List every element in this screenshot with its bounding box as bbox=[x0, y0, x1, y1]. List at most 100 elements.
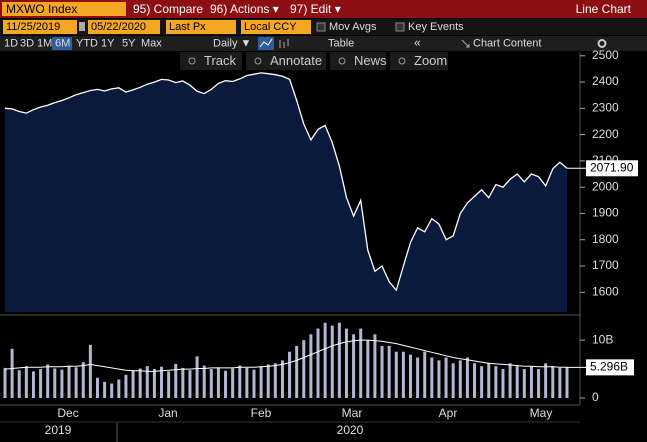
volume-bar bbox=[224, 370, 228, 398]
currency: Local CCY bbox=[244, 21, 297, 33]
volume-bar bbox=[508, 363, 512, 398]
volume-bar bbox=[88, 344, 92, 398]
month-label: Jan bbox=[158, 406, 177, 420]
volume-bar bbox=[181, 367, 185, 398]
volume-bar bbox=[352, 334, 356, 398]
frequency[interactable]: Daily ▼ bbox=[213, 37, 251, 49]
volume-bar bbox=[160, 366, 164, 398]
start-date: 11/25/2019 bbox=[6, 21, 60, 33]
tool-icon bbox=[398, 57, 406, 65]
tools: Track Annotate News Zoom bbox=[180, 52, 448, 70]
line-glyph bbox=[259, 38, 273, 48]
volume-bar bbox=[252, 369, 256, 398]
volume-bar bbox=[280, 360, 284, 398]
volume-bar bbox=[24, 366, 28, 398]
collapse-button[interactable]: « bbox=[414, 36, 421, 50]
range-buttons: 1D 3D 1M 6M YTD 1Y 5Y Max bbox=[4, 37, 162, 50]
month-label: Dec bbox=[57, 406, 78, 420]
bar-glyph[interactable] bbox=[279, 39, 289, 48]
volume-bar bbox=[408, 354, 412, 398]
range-button[interactable]: YTD bbox=[76, 37, 98, 49]
table-button[interactable]: Table bbox=[328, 37, 354, 49]
volume-bar bbox=[295, 345, 299, 398]
volume-bar bbox=[259, 366, 263, 398]
price-area bbox=[5, 72, 567, 313]
start-box[interactable] bbox=[3, 20, 77, 34]
volume-bar bbox=[430, 357, 434, 398]
range-button[interactable]: 3D bbox=[20, 37, 34, 49]
menu-actions[interactable]: 96) Actions ▾ bbox=[210, 2, 279, 16]
volume-bar bbox=[330, 325, 334, 398]
y-tick-label: 2500 bbox=[592, 48, 619, 62]
volume-bar bbox=[174, 363, 178, 398]
y-tick-label: 1900 bbox=[592, 206, 619, 220]
volume-bar bbox=[39, 369, 43, 398]
y-tick-label: 1700 bbox=[592, 258, 619, 272]
tool-button[interactable] bbox=[180, 52, 242, 70]
field-box[interactable] bbox=[166, 20, 236, 34]
tool-button[interactable] bbox=[390, 52, 448, 70]
volume-bar bbox=[437, 360, 441, 398]
volume-bar bbox=[380, 345, 384, 398]
volume-bar bbox=[551, 366, 555, 398]
y-tick-label: 0 bbox=[592, 390, 599, 404]
volume-bar bbox=[138, 368, 142, 398]
range-button[interactable]: 6M bbox=[55, 37, 70, 49]
volume-bar bbox=[423, 351, 427, 398]
tool-label: Annotate bbox=[270, 53, 322, 68]
range-button[interactable]: 1M bbox=[37, 37, 52, 49]
range-button[interactable]: 5Y bbox=[122, 37, 136, 49]
volume-bar bbox=[558, 367, 562, 398]
tool-label: Track bbox=[204, 53, 237, 68]
volume-bar bbox=[337, 322, 341, 398]
checkbox[interactable] bbox=[395, 22, 405, 32]
last-box bbox=[586, 160, 638, 177]
volume-bar bbox=[309, 334, 313, 398]
tool-label: Zoom bbox=[414, 53, 447, 68]
volume-bar bbox=[231, 368, 235, 398]
menu-edit[interactable]: 97) Edit ▾ bbox=[290, 2, 341, 16]
y-tick-label: 1800 bbox=[592, 232, 619, 246]
tool-icon bbox=[338, 57, 346, 65]
volume-bar bbox=[522, 369, 526, 398]
y-tick-label: 2000 bbox=[592, 179, 619, 193]
title-bar bbox=[0, 0, 647, 18]
range-button[interactable]: 1D bbox=[4, 37, 18, 49]
tool-icon bbox=[188, 57, 196, 65]
chart-content[interactable]: Chart Content bbox=[473, 37, 541, 49]
volume-bar bbox=[145, 366, 149, 398]
tool-icon bbox=[254, 57, 262, 65]
volume-bar bbox=[537, 369, 541, 398]
volume-bar bbox=[74, 367, 78, 398]
menu-compare[interactable]: 95) Compare bbox=[133, 2, 203, 16]
volume-bar bbox=[209, 369, 213, 398]
price-line bbox=[4, 72, 568, 292]
month-label: May bbox=[530, 406, 553, 420]
checkbox[interactable] bbox=[316, 22, 326, 32]
volume-bar bbox=[117, 379, 121, 398]
range-button[interactable]: Max bbox=[141, 37, 162, 49]
volume-bar bbox=[416, 357, 420, 398]
tool-button[interactable] bbox=[330, 52, 386, 70]
volume-bar bbox=[359, 328, 363, 398]
volume-bar bbox=[46, 364, 50, 398]
volume-bar bbox=[316, 328, 320, 398]
field: Last Px bbox=[169, 21, 206, 33]
volume-bar bbox=[31, 371, 35, 398]
range-button[interactable]: 1Y bbox=[101, 37, 115, 49]
year-label: 2020 bbox=[337, 423, 364, 437]
ticker-box[interactable] bbox=[2, 2, 126, 16]
volume-bar bbox=[188, 370, 192, 398]
volume-bar bbox=[401, 351, 405, 398]
tool-button[interactable] bbox=[246, 52, 326, 70]
settings-icon[interactable] bbox=[597, 39, 607, 48]
volume-bar bbox=[60, 369, 64, 398]
moving-average bbox=[4, 339, 567, 372]
volume-bar bbox=[17, 370, 21, 398]
start-picker[interactable] bbox=[79, 22, 85, 31]
volume-bar bbox=[131, 370, 135, 398]
volume-bar bbox=[3, 367, 7, 398]
end-box[interactable] bbox=[88, 20, 160, 34]
currency-box[interactable] bbox=[241, 20, 311, 34]
